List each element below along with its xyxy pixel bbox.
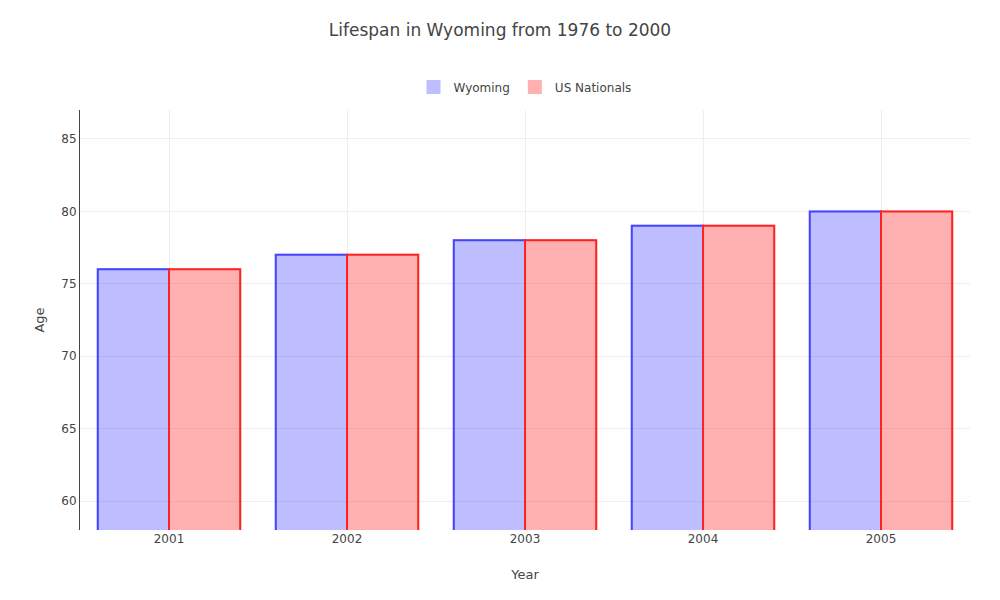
svg-text:Lifespan in Wyoming from 1976: Lifespan in Wyoming from 1976 to 2000 <box>329 20 671 40</box>
svg-text:2005: 2005 <box>866 532 897 546</box>
svg-text:85: 85 <box>61 132 76 146</box>
svg-text:Age: Age <box>32 307 47 332</box>
svg-text:65: 65 <box>61 422 76 436</box>
svg-text:60: 60 <box>61 494 76 508</box>
svg-text:Wyoming: Wyoming <box>454 81 510 95</box>
svg-text:2003: 2003 <box>510 532 541 546</box>
svg-text:2004: 2004 <box>688 532 719 546</box>
svg-text:75: 75 <box>61 277 76 291</box>
svg-text:US Nationals: US Nationals <box>555 81 631 95</box>
svg-text:80: 80 <box>61 205 76 219</box>
svg-text:2001: 2001 <box>154 532 185 546</box>
svg-text:Year: Year <box>510 567 539 582</box>
svg-text:2002: 2002 <box>332 532 363 546</box>
svg-text:70: 70 <box>61 349 76 363</box>
